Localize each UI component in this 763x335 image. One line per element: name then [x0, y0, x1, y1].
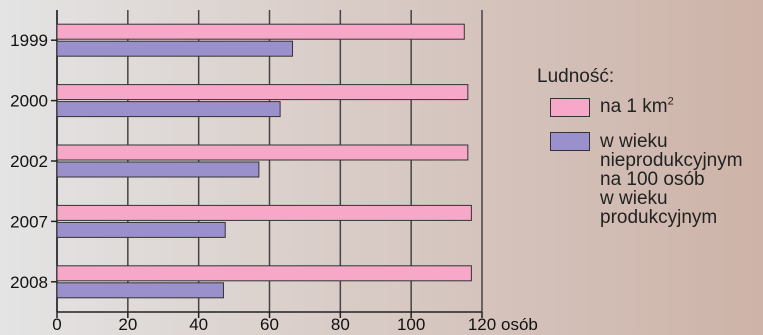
x-tick-label-40: 40: [189, 315, 208, 334]
y-category-label-2002: 2002: [10, 152, 48, 171]
legend-swatch-dependency: [550, 132, 590, 151]
bar-2002-series-1: [56, 144, 469, 161]
legend-swatch-density: [550, 98, 590, 117]
legend-title: Ludność:: [537, 66, 615, 87]
y-category-label-2008: 2008: [10, 273, 48, 292]
bar-2007-series-1: [56, 204, 472, 221]
bar-1999-series-2: [56, 40, 294, 57]
x-tick-label-20: 20: [118, 315, 137, 334]
bar-2008-series-1: [56, 265, 472, 282]
x-tick-label-60: 60: [260, 315, 279, 334]
bar-2000-series-1: [56, 84, 469, 101]
bar-1999-series-1: [56, 23, 465, 40]
bar-2007-series-2: [56, 221, 226, 238]
y-category-label-1999: 1999: [10, 31, 48, 50]
bar-2008-series-2: [56, 282, 224, 299]
x-tick-label-80: 80: [331, 315, 350, 334]
bar-2000-series-2: [56, 101, 281, 118]
bar-2002-series-2: [56, 161, 260, 178]
x-tick-label-0: 0: [52, 315, 61, 334]
x-tick-label-120: 120: [468, 315, 496, 334]
legend-label-density: na 1 km2: [600, 95, 674, 117]
x-unit-label: osób: [501, 315, 538, 334]
legend-label-dependency: w wieku nieprodukcyjnym na 100 osób w wi…: [600, 131, 743, 228]
y-category-label-2007: 2007: [10, 212, 48, 231]
y-category-label-2000: 2000: [10, 92, 48, 111]
x-tick-label-100: 100: [397, 315, 425, 334]
